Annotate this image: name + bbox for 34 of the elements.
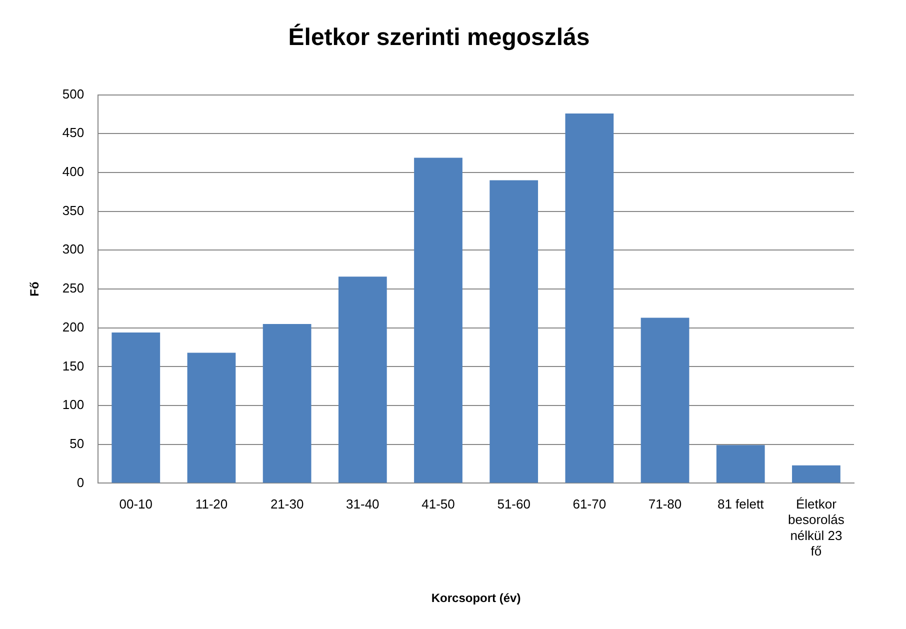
bar [640, 318, 690, 483]
y-tick-label: 300 [62, 242, 84, 257]
x-tick-label: 61-70 [572, 496, 606, 512]
bar [490, 180, 538, 483]
x-tick-label: 00-10 [119, 496, 153, 512]
x-tick-label: 21-30 [270, 496, 304, 512]
y-tick-label: 350 [62, 202, 84, 218]
y-tick-label: 100 [62, 397, 84, 412]
x-tick-label: 11-20 [195, 496, 228, 512]
y-tick-label: 200 [62, 319, 84, 334]
chart-title: Életkor szerinti megoszlás [288, 23, 590, 52]
bar [792, 465, 840, 483]
y-tick-label: 450 [62, 125, 84, 140]
x-tick-label: Életkor besorolás nélkül 23 fő [788, 496, 845, 558]
x-tick-label: 41-50 [422, 496, 455, 512]
y-tick-label: 50 [70, 436, 84, 451]
bar [414, 158, 462, 483]
bar [338, 276, 387, 483]
bar [262, 324, 312, 483]
x-tick-label: 31-40 [346, 496, 380, 512]
y-tick-label: 250 [62, 280, 84, 296]
x-axis-title: Korcsoport (év) [431, 591, 521, 606]
x-tick-label: 81 felett [717, 496, 764, 512]
bar [112, 332, 160, 483]
x-tick-label: 51-60 [497, 496, 530, 512]
bar [187, 352, 236, 483]
x-tick-label: 71-80 [648, 496, 682, 512]
bar [716, 445, 765, 483]
y-tick-label: 0 [76, 474, 84, 490]
y-axis-title: Fő [28, 282, 42, 296]
y-tick-label: 150 [62, 358, 84, 374]
bar [565, 113, 614, 483]
y-tick-label: 400 [62, 164, 84, 180]
y-tick-label: 500 [62, 86, 84, 102]
